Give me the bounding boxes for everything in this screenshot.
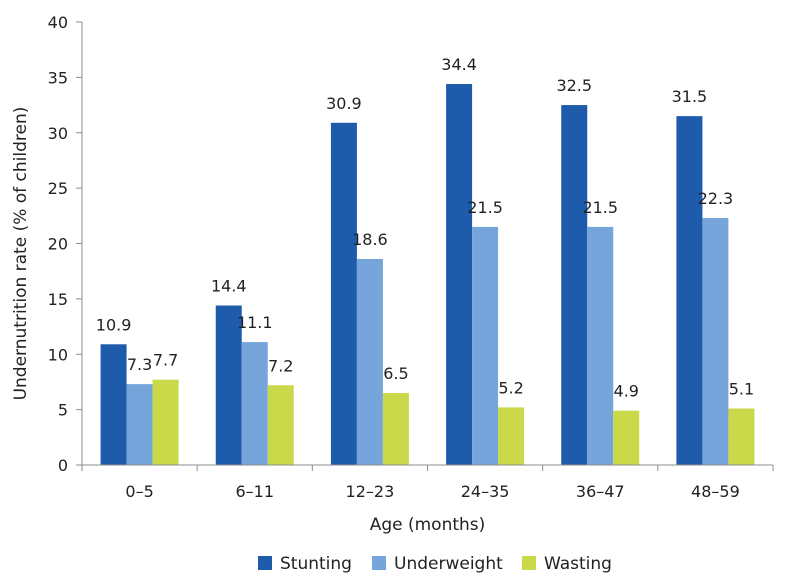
x-tick-label: 36–47 — [576, 482, 625, 501]
y-axis-ticks: 0 5 10 15 20 25 30 35 40 — [48, 13, 82, 475]
legend-swatch-stunting — [258, 556, 272, 570]
data-label: 5.1 — [729, 380, 754, 399]
legend-label-wasting: Wasting — [544, 554, 612, 573]
y-tick-label: 35 — [48, 68, 68, 87]
data-label: 11.1 — [237, 313, 273, 332]
data-label: 21.5 — [467, 198, 503, 217]
x-tick-label: 48–59 — [691, 482, 740, 501]
data-label: 4.9 — [614, 382, 639, 401]
x-tick-label: 6–11 — [235, 482, 274, 501]
data-label: 7.2 — [268, 356, 293, 375]
y-tick-label: 10 — [48, 345, 68, 364]
legend-label-stunting: Stunting — [280, 554, 352, 573]
data-label: 5.2 — [498, 378, 523, 397]
data-label: 7.3 — [127, 355, 152, 374]
y-tick-label: 40 — [48, 13, 68, 32]
bar-wasting-1 — [267, 385, 294, 465]
data-label: 34.4 — [441, 55, 477, 74]
axes — [81, 22, 773, 466]
y-tick-label: 30 — [48, 124, 68, 143]
bar-underweight-2 — [356, 259, 383, 465]
data-label: 22.3 — [698, 189, 734, 208]
bar-stunting-3 — [446, 84, 473, 466]
bar-stunting-5 — [676, 116, 703, 465]
x-axis-title: Age (months) — [370, 515, 486, 535]
bar-underweight-3 — [472, 226, 499, 465]
bar-underweight-5 — [702, 218, 729, 465]
bar-stunting-0 — [100, 344, 127, 465]
bar-stunting-1 — [215, 305, 242, 465]
y-tick-label: 20 — [48, 235, 68, 254]
data-label: 6.5 — [383, 364, 408, 383]
x-axis-ticks: 0–5 6–11 12–23 24–35 36–47 48–59 — [81, 465, 774, 501]
bar-underweight-1 — [241, 342, 268, 465]
bar-wasting-4 — [613, 410, 640, 465]
data-label: 21.5 — [582, 198, 618, 217]
data-label: 7.7 — [153, 351, 178, 370]
legend-label-underweight: Underweight — [394, 554, 503, 573]
data-label: 30.9 — [326, 94, 362, 113]
legend-swatch-underweight — [372, 556, 386, 570]
legend: Stunting Underweight Wasting — [258, 554, 612, 573]
x-tick-label: 0–5 — [125, 482, 153, 501]
x-tick-label: 12–23 — [346, 482, 395, 501]
bar-stunting-4 — [561, 105, 588, 465]
bar-wasting-0 — [152, 379, 179, 465]
legend-swatch-wasting — [522, 556, 536, 570]
y-tick-label: 15 — [48, 290, 68, 309]
data-labels: 10.9 14.4 30.9 34.4 32.5 31.5 7.3 11.1 18.6 21.5 2… — [96, 55, 754, 401]
data-label: 32.5 — [556, 76, 592, 95]
bar-wasting-2 — [382, 393, 409, 465]
data-label: 31.5 — [672, 87, 708, 106]
bars — [100, 84, 755, 466]
data-label: 10.9 — [96, 315, 132, 334]
bar-wasting-3 — [498, 407, 525, 465]
y-tick-label: 5 — [58, 401, 68, 420]
data-label: 14.4 — [211, 277, 247, 296]
bar-underweight-4 — [587, 226, 614, 465]
bar-stunting-2 — [330, 122, 357, 465]
data-label: 18.6 — [352, 230, 388, 249]
y-tick-label: 25 — [48, 179, 68, 198]
y-axis-title: Undernutrition rate (% of children) — [11, 107, 31, 401]
x-tick-label: 24–35 — [461, 482, 510, 501]
bar-underweight-0 — [126, 384, 153, 465]
bar-wasting-5 — [728, 408, 755, 465]
y-tick-label: 0 — [58, 456, 68, 475]
